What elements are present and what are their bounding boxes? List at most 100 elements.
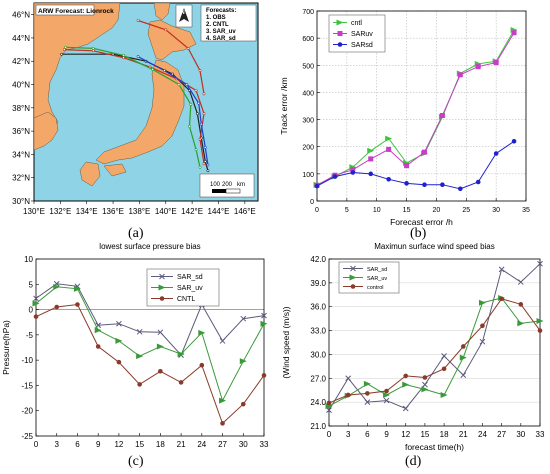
track-point [122, 54, 126, 57]
x-tick-label: 18 [156, 440, 165, 449]
track-point [60, 52, 64, 56]
data-point [158, 368, 163, 374]
y-tick-label: 30°N [12, 197, 30, 206]
track-point [203, 159, 207, 163]
data-point [499, 296, 504, 302]
data-point [511, 138, 517, 144]
data-point [156, 343, 164, 350]
forecast-legend-box [200, 4, 257, 42]
chart-title: lowest surface pressure bias [99, 242, 200, 251]
data-point [460, 372, 467, 378]
track-point [202, 112, 206, 116]
x-tick-label: 21 [459, 430, 468, 439]
series-line-sarsd [316, 140, 515, 190]
y-tick-label: -15 [21, 381, 33, 390]
x-tick-label: 144°E [208, 207, 230, 216]
x-tick-label: 132°E [49, 207, 71, 216]
data-point [479, 338, 486, 345]
y-tick-label: 38°N [12, 104, 30, 113]
data-point [220, 421, 225, 426]
x-tick-label: 15 [135, 440, 144, 449]
track-point [185, 83, 189, 86]
data-point [511, 30, 517, 36]
forecast-legend-title: Forecasts: [206, 8, 236, 14]
track-point [202, 92, 206, 96]
y-tick-label: 400 [302, 90, 314, 97]
data-point [350, 167, 356, 173]
y-tick-label: 5 [29, 280, 34, 289]
y-tick-label: 44°N [12, 34, 30, 43]
track-point [177, 83, 181, 86]
data-point [53, 283, 61, 290]
data-point [385, 135, 393, 142]
y-tick-label: 24.0 [310, 398, 326, 407]
data-point [475, 64, 481, 70]
legend-label: SAR_uv [367, 276, 387, 282]
y-tick-label: 36°N [12, 127, 30, 136]
x-tick-label: 10 [373, 207, 381, 214]
data-point [422, 182, 427, 188]
x-tick-label: 12 [114, 440, 123, 449]
x-tick-label: 142°E [181, 207, 203, 216]
data-point [440, 182, 445, 188]
svg-text:200: 200 [222, 182, 233, 188]
sakhalin-landmass [153, 3, 171, 21]
data-point [345, 375, 352, 382]
panel-label-d: (d) [405, 454, 422, 469]
data-point [116, 320, 122, 327]
data-point [33, 314, 39, 319]
kyushu-landmass [79, 161, 101, 187]
data-point [198, 329, 206, 336]
data-point [475, 179, 481, 185]
y-tick-label: 40°N [12, 81, 30, 90]
x-axis-label: forecast time(h) [405, 442, 464, 452]
y-tick-label: 34°N [12, 150, 30, 159]
data-point [402, 381, 410, 388]
series-line-cntl [316, 29, 515, 186]
data-point [364, 399, 371, 405]
legend-label: SARsd [351, 42, 373, 49]
y-tick-label: 100 [302, 172, 314, 179]
x-tick-label: 27 [497, 430, 506, 439]
y-tick-label: 21.0 [310, 422, 326, 431]
x-tick-label: 130°E [23, 207, 45, 216]
data-point [219, 397, 227, 404]
x-tick-label: 140°E [155, 207, 177, 216]
track-point [164, 28, 168, 32]
x-tick-label: 12 [401, 430, 410, 439]
y-tick-label: 300 [302, 118, 314, 125]
map-title: ARW Forecast: Lionrock [38, 8, 114, 15]
data-point [386, 176, 391, 182]
track-point [206, 169, 210, 173]
data-point [536, 318, 544, 325]
data-point [314, 183, 320, 189]
data-point [537, 328, 543, 333]
data-point [386, 146, 392, 152]
track-point [122, 56, 126, 60]
track-point [203, 146, 207, 149]
data-point [54, 304, 60, 310]
x-tick-label: 33 [260, 440, 269, 449]
y-tick-label: -20 [21, 407, 33, 416]
data-point [260, 320, 268, 327]
legend-marker [159, 273, 165, 280]
x-tick-label: 33 [536, 430, 545, 439]
data-point [365, 391, 370, 396]
x-tick-label: 15 [403, 207, 411, 214]
legend-label: CNTL [177, 296, 195, 303]
x-tick-label: 24 [478, 430, 487, 439]
legend-marker [350, 284, 356, 289]
data-point [404, 163, 410, 169]
shikoku-landmass [103, 163, 127, 177]
track-map-chart: 130°E 132°E 134°E 136°E 138°E 140°E 142°E 144°E… [12, 2, 259, 216]
x-tick-label: 138°E [128, 207, 150, 216]
y-tick-label: 32°N [12, 174, 30, 183]
y-axis-label: Track error /km [279, 77, 289, 134]
y-tick-label: 0 [310, 199, 314, 206]
legend-label: SAR_uv [177, 285, 203, 292]
track-point [151, 67, 154, 71]
track-point [197, 101, 201, 105]
track-point [136, 19, 140, 22]
x-tick-label: 27 [218, 440, 227, 449]
x-axis-label: Forecast error /h [390, 217, 453, 225]
